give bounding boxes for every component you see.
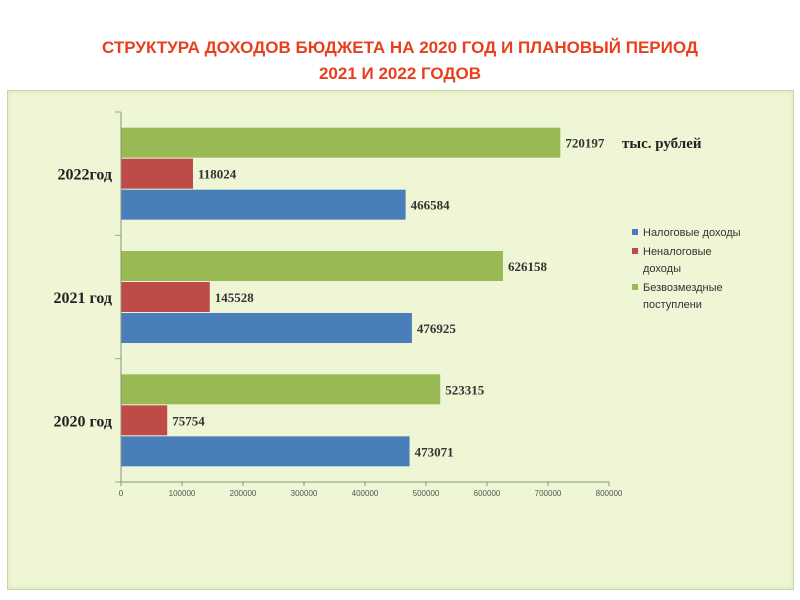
bar xyxy=(121,313,412,343)
x-tick-label: 300000 xyxy=(291,489,318,498)
x-tick-label: 600000 xyxy=(474,489,501,498)
bar xyxy=(121,189,406,220)
x-tick-label: 100000 xyxy=(169,489,196,498)
legend-label: Неналоговые xyxy=(643,246,712,258)
x-tick-label: 500000 xyxy=(413,489,440,498)
bar xyxy=(121,374,441,405)
x-tick-label: 700000 xyxy=(535,489,562,498)
legend-swatch xyxy=(632,229,638,235)
data-label: 523315 xyxy=(445,382,485,397)
unit-label: тыс. рублей xyxy=(622,136,702,152)
slide-title-line-2: 2021 И 2022 ГОДОВ xyxy=(318,64,482,83)
x-tick-label: 800000 xyxy=(596,489,623,498)
bar xyxy=(121,127,561,158)
bar xyxy=(121,251,503,281)
legend-label: Безвозмездные xyxy=(643,282,723,294)
data-label: 118024 xyxy=(198,167,237,182)
legend-swatch xyxy=(632,284,638,290)
legend-label: поступлени xyxy=(643,299,702,311)
category-label: 2021 год xyxy=(54,290,113,307)
legend-swatch xyxy=(632,248,638,254)
bar xyxy=(121,436,410,467)
bar xyxy=(121,282,210,312)
data-label: 476925 xyxy=(417,321,457,336)
data-label: 75754 xyxy=(172,413,205,428)
data-label: 145528 xyxy=(215,290,255,305)
x-tick-label: 400000 xyxy=(352,489,379,498)
category-label: 2022год xyxy=(58,167,113,184)
slide-title-line-1: СТРУКТУРА ДОХОДОВ БЮДЖЕТА НА 2020 ГОД И … xyxy=(102,38,698,57)
x-tick-label: 0 xyxy=(119,489,124,498)
bar xyxy=(121,158,193,189)
data-label: 720197 xyxy=(565,136,605,151)
data-label: 626158 xyxy=(508,259,548,274)
legend-label: доходы xyxy=(643,263,681,275)
legend-label: Налоговые доходы xyxy=(643,227,741,239)
x-tick-label: 200000 xyxy=(230,489,257,498)
category-label: 2020 год xyxy=(54,413,113,430)
data-label: 466584 xyxy=(411,198,451,213)
data-label: 473071 xyxy=(415,444,454,459)
bar xyxy=(121,405,168,436)
